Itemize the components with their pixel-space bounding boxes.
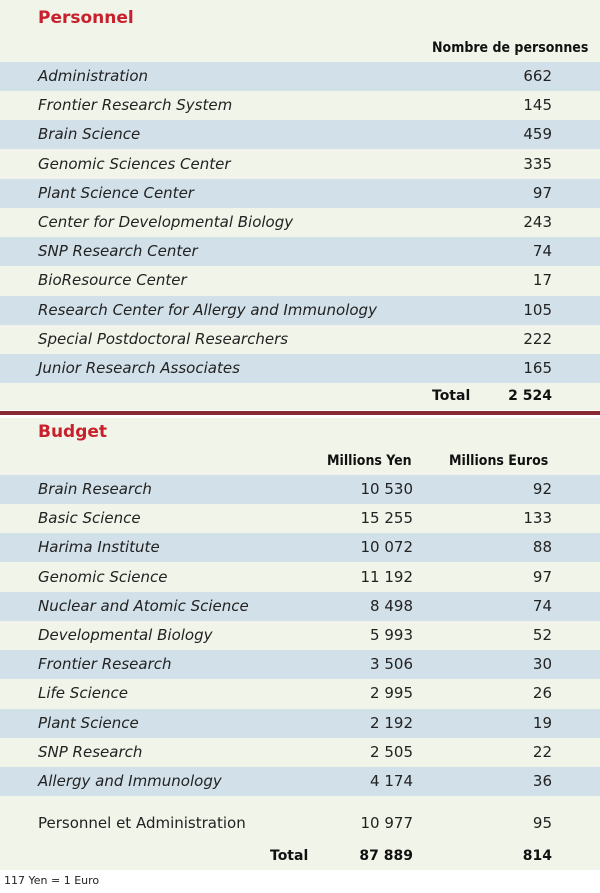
budget-euro-header: Millions Euros [449,453,549,469]
budget-row: Nuclear and Atomic Science 8 498 74 [0,591,600,621]
personnel-row-value: 105 [523,300,552,319]
budget-row: Frontier Research 3 506 30 [0,650,600,680]
section-divider [0,411,600,415]
budget-row-euro: 52 [532,626,552,644]
budget-row-euro: 36 [532,772,552,790]
personnel-row: Center for Developmental Biology 243 [0,208,600,237]
personnel-row-value: 222 [523,329,552,348]
budget-row-yen: 5 993 [370,626,413,644]
personnel-row-label: Junior Research Associates [38,359,240,377]
personnel-row: Special Postdoctoral Researchers 222 [0,325,600,354]
exchange-rate-note: 117 Yen = 1 Euro [4,874,100,887]
budget-row-label: Developmental Biology [38,626,213,644]
budget-row-label: Genomic Science [38,567,168,586]
personnel-row: Genomic Sciences Center 335 [0,150,600,179]
personnel-total-value: 2 524 [508,388,552,404]
budget-row-label: Plant Science [38,713,139,732]
budget-total-label: Total [270,848,309,864]
budget-row-label: Brain Research [38,480,152,498]
personnel-title: Personnel [38,8,134,28]
personnel-row: Administration 662 [0,62,600,91]
budget-row-euro: 19 [532,713,552,732]
budget-extra-row: Personnel et Administration 10 977 95 [0,809,600,838]
personnel-row: Plant Science Center 97 [0,178,600,208]
personnel-row-value: 243 [523,213,552,231]
personnel-row-label: Frontier Research System [38,96,233,115]
personnel-row: Brain Science 459 [0,120,600,150]
budget-row-yen: 10 530 [360,480,414,498]
budget-row-label: Allergy and Immunology [38,772,222,790]
personnel-row: Frontier Research System 145 [0,91,600,120]
personnel-row-label: Genomic Sciences Center [38,154,231,173]
budget-row-yen: 4 174 [370,772,413,790]
budget-row: Plant Science 2 192 19 [0,708,600,738]
budget-row-euro: 22 [532,742,552,761]
budget-extra-yen: 10 977 [360,814,414,832]
budget-row: Basic Science 15 255 133 [0,504,600,533]
personnel-row-label: Research Center for Allergy and Immunolo… [38,300,377,319]
budget-row-yen: 2 995 [370,684,413,703]
personnel-row-value: 459 [523,125,552,144]
budget-row-euro: 88 [532,538,552,557]
budget-row-euro: 30 [532,655,552,674]
budget-row: Brain Research 10 530 92 [0,475,600,504]
budget-extra-label: Personnel et Administration [38,814,246,832]
personnel-column-header: Nombre de personnes [432,40,589,56]
personnel-row-value: 145 [523,96,552,115]
budget-row-label: SNP Research [38,742,143,761]
budget-row: Allergy and Immunology 4 174 36 [0,767,600,796]
budget-row-euro: 26 [532,684,552,703]
budget-yen-header: Millions Yen [327,453,412,469]
personnel-row: SNP Research Center 74 [0,237,600,267]
budget-row: Life Science 2 995 26 [0,679,600,708]
budget-row-yen: 2 505 [370,742,413,761]
personnel-row-value: 662 [523,67,552,85]
budget-row: SNP Research 2 505 22 [0,738,600,767]
personnel-row: Research Center for Allergy and Immunolo… [0,295,600,325]
budget-row: Genomic Science 11 192 97 [0,563,600,592]
budget-row-euro: 92 [532,480,552,498]
personnel-row-label: Special Postdoctoral Researchers [38,329,289,348]
budget-row: Harima Institute 10 072 88 [0,533,600,563]
personnel-row-label: Plant Science Center [38,183,194,202]
personnel-row-label: Brain Science [38,125,141,144]
budget-row: Developmental Biology 5 993 52 [0,621,600,650]
personnel-row-value: 165 [523,359,552,377]
budget-total-yen: 87 889 [359,848,413,864]
budget-row-label: Harima Institute [38,538,160,557]
personnel-row-value: 97 [532,183,552,202]
personnel-row-label: Center for Developmental Biology [38,213,294,231]
budget-row-label: Basic Science [38,509,141,528]
personnel-row-label: Administration [38,67,149,85]
personnel-row-value: 335 [523,154,552,173]
budget-row-euro: 133 [523,509,552,528]
budget-extra-euro: 95 [532,814,552,832]
personnel-row: BioResource Center 17 [0,266,600,295]
personnel-row: Junior Research Associates 165 [0,354,600,383]
budget-row-yen: 10 072 [360,538,414,557]
budget-row-yen: 2 192 [370,713,413,732]
personnel-row-label: SNP Research Center [38,242,198,261]
budget-row-label: Life Science [38,684,128,703]
budget-title: Budget [38,422,108,442]
budget-row-label: Nuclear and Atomic Science [38,596,249,615]
budget-row-euro: 74 [532,596,552,615]
personnel-row-label: BioResource Center [38,271,187,290]
personnel-row-value: 17 [532,271,552,290]
budget-total-euro: 814 [522,848,552,864]
personnel-row-value: 74 [532,242,552,261]
budget-row-yen: 15 255 [360,509,414,528]
personnel-total-label: Total [432,388,471,404]
budget-row-yen: 3 506 [370,655,413,674]
budget-row-label: Frontier Research [38,655,172,674]
budget-row-euro: 97 [532,567,552,586]
budget-row-yen: 11 192 [360,567,414,586]
budget-row-yen: 8 498 [370,596,413,615]
